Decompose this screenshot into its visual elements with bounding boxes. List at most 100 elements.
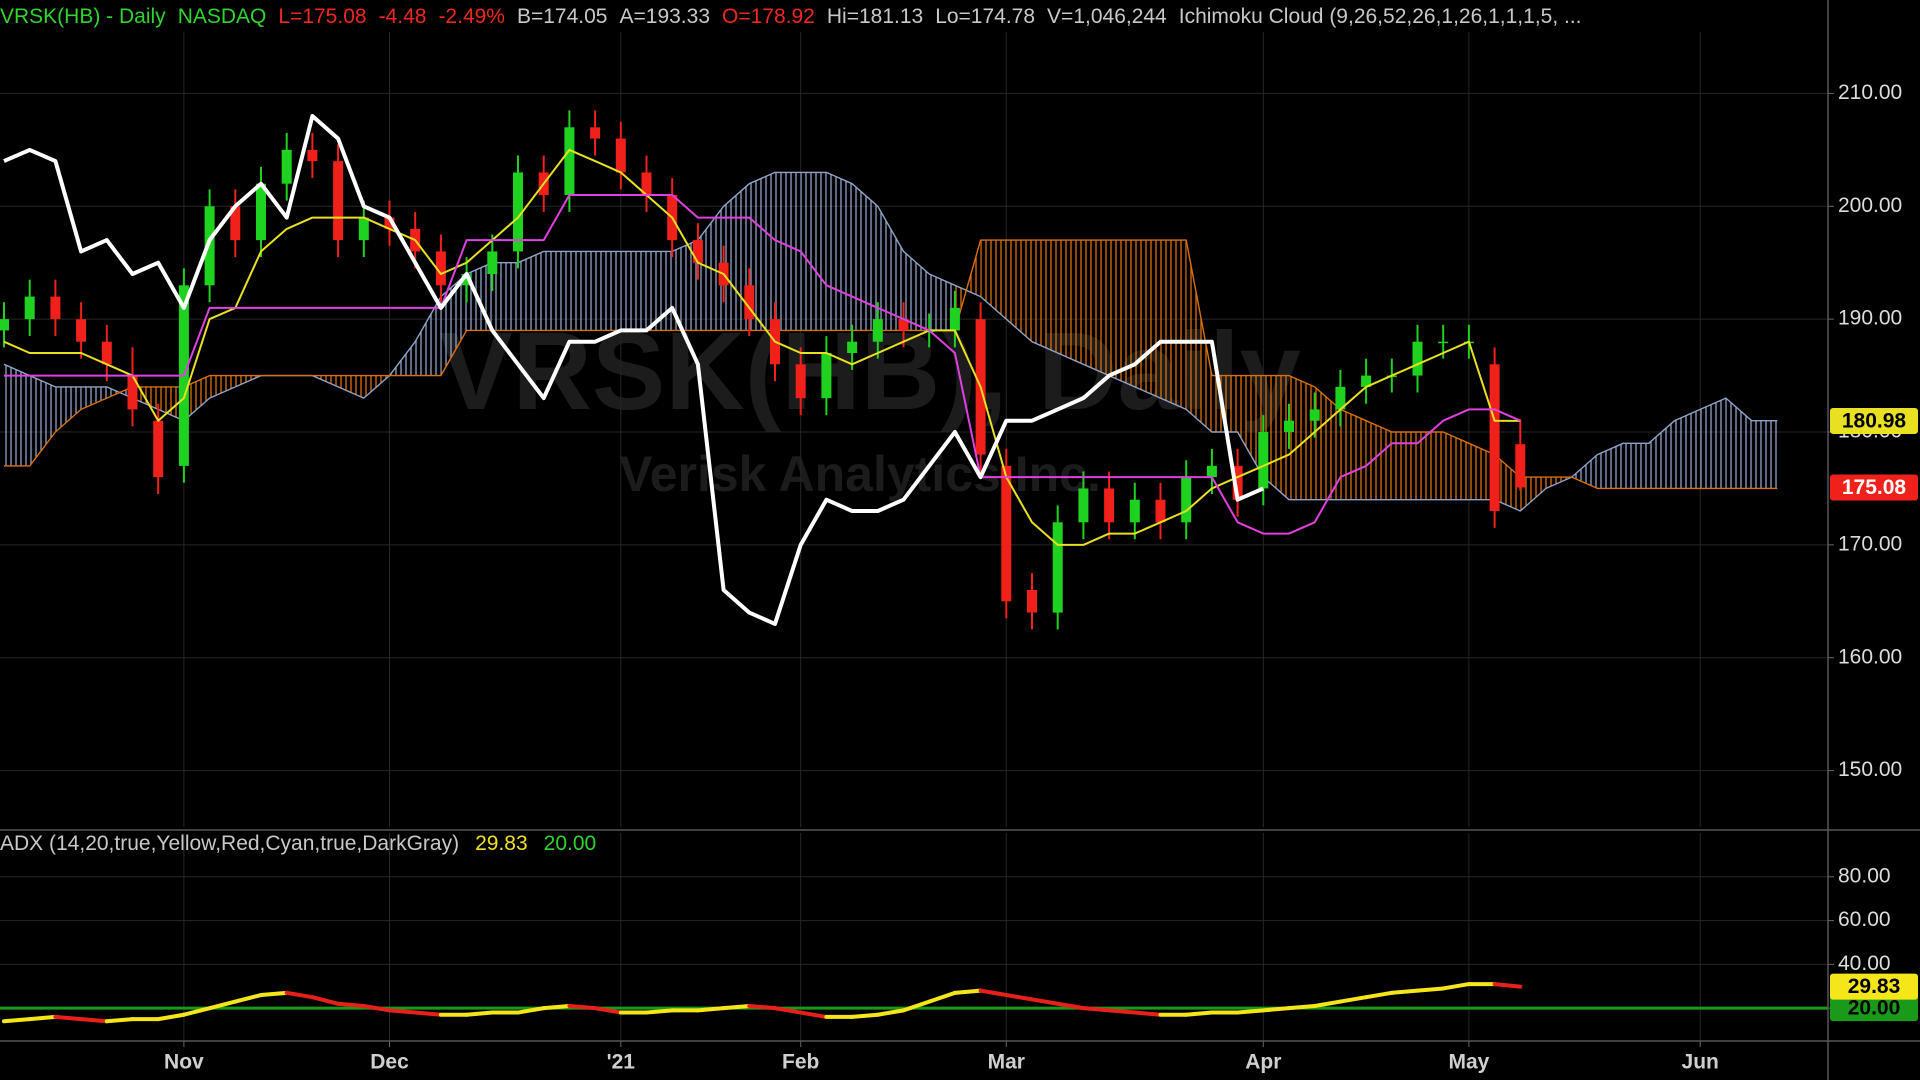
- cloud-segment: [1623, 443, 1649, 489]
- candle-body: [1515, 444, 1526, 488]
- candle-body: [76, 319, 87, 342]
- y-tick-label: 190.00: [1838, 307, 1902, 330]
- candle-body: [513, 172, 523, 252]
- y-tick-label: 40.00: [1838, 952, 1891, 975]
- adx-segment: [1492, 982, 1523, 989]
- adx-title: ADX (14,20,true,Yellow,Red,Cyan,true,Dar…: [0, 832, 460, 855]
- adx-segment: [1415, 986, 1446, 993]
- cloud-segment: [672, 240, 698, 331]
- adx-segment: [1364, 990, 1394, 1000]
- candle-body: [50, 296, 61, 320]
- adx-segment: [336, 1001, 366, 1008]
- candle-body: [435, 251, 446, 286]
- cloud-segment: [1417, 432, 1444, 500]
- candle-body: [692, 240, 703, 263]
- cloud-segment: [1134, 240, 1161, 399]
- threshold-badge-label: 20.00: [1848, 997, 1901, 1020]
- adx-segment: [721, 1003, 752, 1011]
- adx-segment: [1004, 993, 1034, 1002]
- cloud-segment: [518, 251, 544, 331]
- x-tick-label: Dec: [370, 1051, 409, 1074]
- candle-body: [1027, 590, 1037, 613]
- cloud-segment: [800, 172, 827, 331]
- adx-segment: [361, 1003, 392, 1013]
- cloud-segment: [1263, 375, 1289, 500]
- cloud-segment: [1700, 398, 1726, 489]
- adx-segment: [413, 1010, 443, 1017]
- adx-segment: [156, 1012, 186, 1022]
- candle-body: [641, 172, 652, 195]
- adx-segment: [747, 1003, 777, 1011]
- cloud-segment: [929, 274, 955, 331]
- cloud-segment: [543, 251, 570, 331]
- cloud-segment: [338, 375, 364, 399]
- cloud-segment: [1494, 454, 1521, 511]
- candle-body: [101, 341, 112, 365]
- cloud-segment: [1237, 375, 1264, 478]
- adx-segment: [464, 1010, 495, 1017]
- adx-segment: [516, 1006, 546, 1015]
- price-badge: [1830, 474, 1918, 501]
- bid: B=174.05: [516, 5, 608, 28]
- candle-body: [847, 341, 858, 353]
- cloud-segment: [1443, 432, 1469, 500]
- cloud-segment: [723, 183, 750, 331]
- adx-segment: [1030, 997, 1060, 1006]
- candle-body: [949, 307, 960, 331]
- x-tick-label: Apr: [1245, 1051, 1281, 1074]
- adx-segment: [1107, 1008, 1137, 1015]
- adx-segment: [927, 990, 957, 1004]
- candle-body: [204, 206, 215, 286]
- candle-body: [1155, 499, 1166, 523]
- cloud-segment: [1751, 420, 1778, 489]
- candle-body: [821, 353, 832, 399]
- adx-segment: [387, 1008, 418, 1015]
- adx-segment: [2, 1017, 32, 1024]
- candle-body: [744, 285, 755, 320]
- adx-segment: [593, 1006, 623, 1015]
- cloud-segment: [595, 251, 621, 331]
- adx-segment: [1312, 999, 1343, 1008]
- x-tick-label: Feb: [782, 1051, 819, 1074]
- adx-segment: [259, 990, 289, 998]
- candle-body: [1438, 341, 1449, 344]
- study: Ichimoku Cloud (9,26,52,26,1,26,1,1,1,5,…: [1178, 5, 1582, 28]
- y-tick-label: 150.00: [1838, 758, 1902, 781]
- adx-segment: [773, 1006, 803, 1015]
- change-pct: -2.49%: [438, 5, 505, 28]
- candle-body: [1309, 409, 1320, 421]
- y-tick-label: 60.00: [1838, 908, 1891, 931]
- cloud-segment: [1520, 477, 1546, 511]
- last: L=175.08: [278, 5, 367, 28]
- cloud-segment: [903, 251, 930, 331]
- cloud-segment: [1032, 240, 1058, 353]
- adx-segment: [798, 1010, 829, 1019]
- candle-body: [1129, 499, 1140, 523]
- candle-body: [1078, 488, 1089, 523]
- cloud-segment: [1160, 240, 1187, 410]
- adx-segment: [541, 1003, 572, 1011]
- candle-body: [898, 319, 909, 331]
- cloud-segment: [1186, 240, 1212, 432]
- candle-body: [256, 183, 266, 241]
- volume: V=1,046,244: [1047, 5, 1167, 28]
- adx-segment: [978, 988, 1009, 998]
- y-tick-label: 200.00: [1838, 194, 1902, 217]
- candle-body: [307, 149, 318, 162]
- cloud-segment: [29, 375, 56, 466]
- adx-threshold: 20.00: [543, 832, 597, 855]
- candle-body: [1206, 465, 1217, 478]
- cloud-segment: [1674, 409, 1701, 489]
- adx-segment: [1235, 1008, 1266, 1015]
- adx-segment: [181, 1006, 212, 1017]
- cloud-segment: [1391, 432, 1418, 500]
- adx-segment: [1338, 995, 1369, 1004]
- symbol: VRSK(HB) - Daily: [0, 5, 166, 28]
- cloud-segment: [1109, 240, 1135, 387]
- y-tick-label: 210.00: [1838, 81, 1902, 104]
- threshold-badge: [1830, 995, 1918, 1022]
- cloud-segment: [81, 386, 107, 410]
- cloud-segment: [1057, 240, 1084, 365]
- adx-segment: [695, 1006, 726, 1013]
